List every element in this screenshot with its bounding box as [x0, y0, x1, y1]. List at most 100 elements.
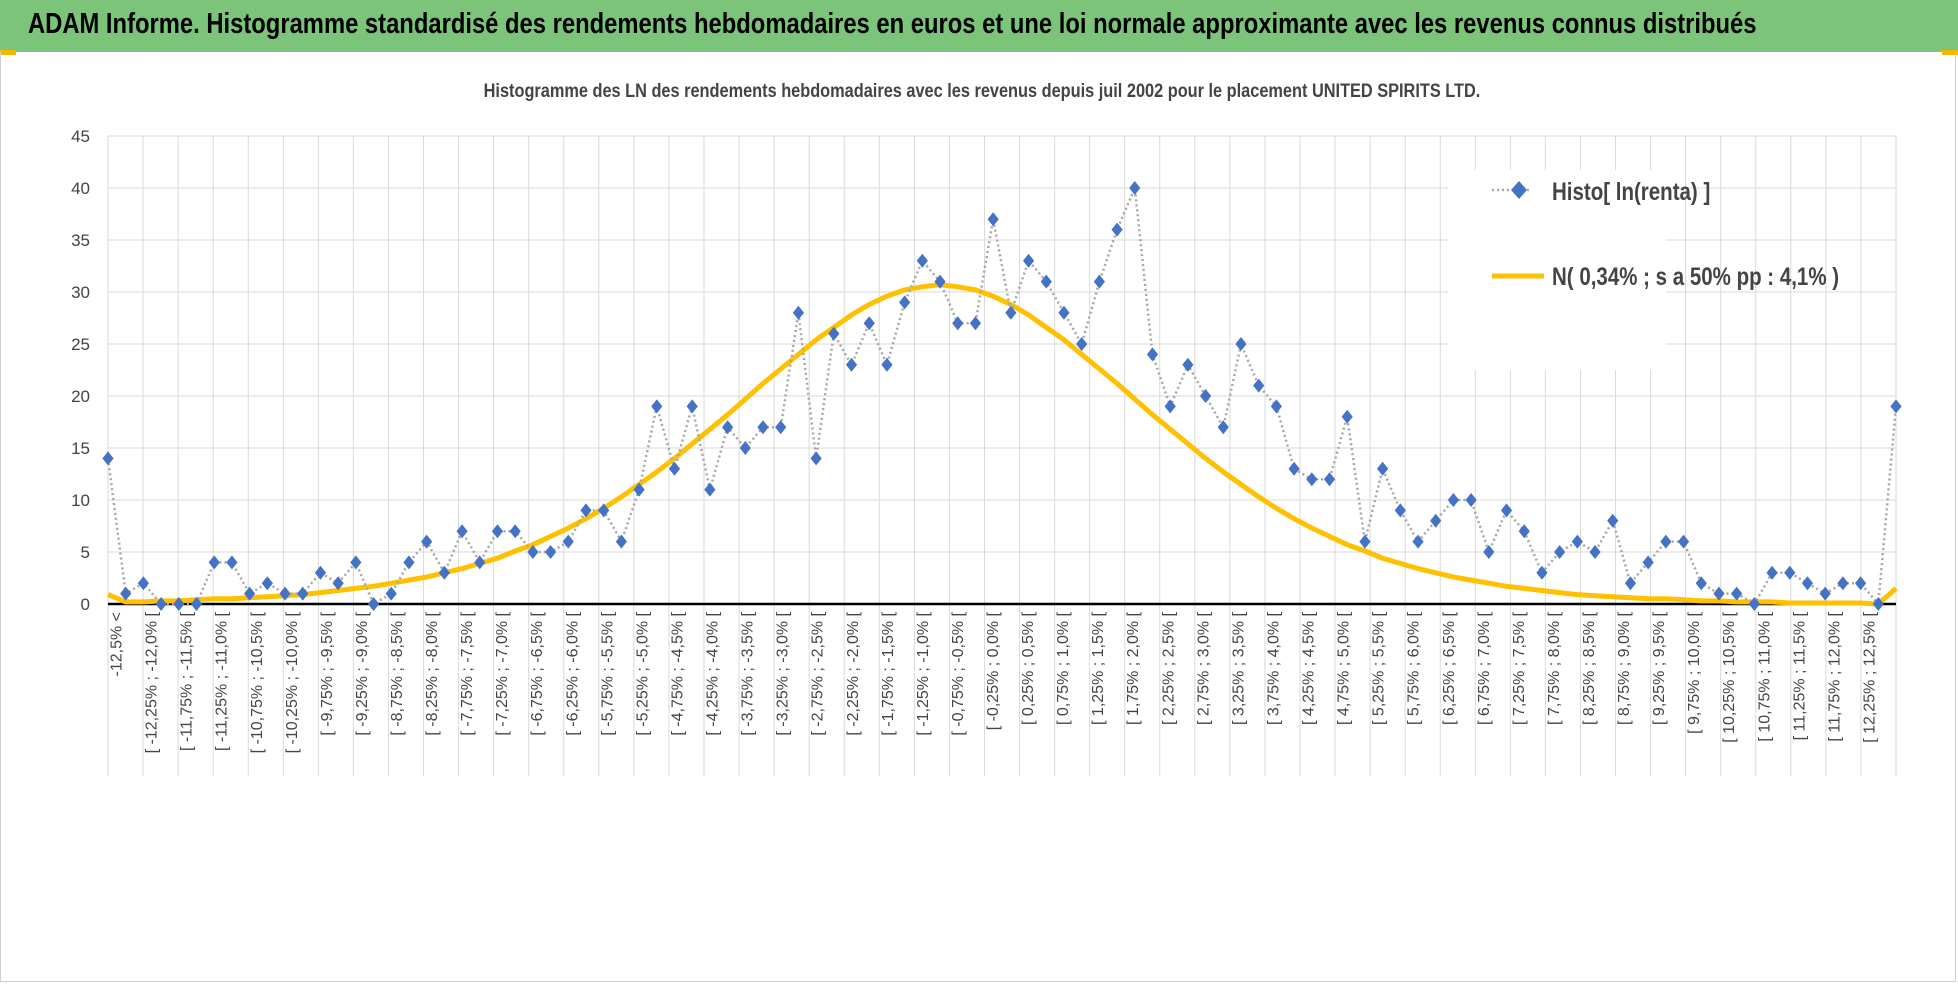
legend-histo-marker — [1511, 181, 1527, 199]
x-tick-label: [ 6,25% ; 6,5% [ — [1441, 611, 1458, 725]
histogram-point — [704, 482, 716, 497]
histogram-point — [1394, 503, 1406, 518]
histogram-point — [1146, 347, 1159, 362]
histogram-point — [1500, 503, 1513, 518]
histogram-point — [1677, 534, 1690, 549]
y-tick-label: 20 — [71, 387, 90, 406]
histogram-point — [1412, 534, 1424, 549]
histogram-point — [1288, 461, 1300, 476]
x-tick-label: [ -6,25% ; -6,0% [ — [564, 611, 581, 735]
x-tick-label: [ 10,25% ; 10,5% [ — [1721, 611, 1738, 742]
histogram-point — [261, 576, 273, 591]
histogram-point — [1624, 576, 1637, 591]
histogram-point — [1483, 545, 1495, 559]
histogram-point — [1253, 378, 1265, 393]
histogram-point — [739, 441, 751, 455]
y-tick-label: 30 — [71, 283, 90, 302]
histogram-point — [120, 586, 132, 601]
legend-histo-label: Histo[ ln(renta) ] — [1552, 177, 1710, 205]
histogram-point — [598, 503, 610, 518]
histogram-point — [1447, 493, 1460, 507]
chart-frame — [0, 52, 1956, 982]
header-banner: ADAM Informe. Histogramme standardisé de… — [0, 0, 1958, 52]
histogram-point — [881, 357, 893, 372]
y-tick-label: 5 — [81, 543, 90, 562]
histogram-point — [1890, 399, 1902, 414]
histogram-point — [226, 555, 238, 570]
y-axis-ticks: 0 5 10 15 20 25 30 35 40 45 — [71, 127, 90, 614]
x-tick-label: [ -1,75% ; -1,5% [ — [880, 611, 897, 735]
y-tick-label: 10 — [71, 491, 90, 510]
x-tick-label: [ 10,75% ; 11,0% [ — [1756, 611, 1773, 741]
legend-background — [1448, 170, 1666, 370]
histogram-point — [969, 316, 982, 331]
x-tick-label: [ -10,75% ; -10,5% [ — [249, 611, 266, 753]
histogram-point — [1589, 545, 1601, 559]
histogram-point — [1005, 305, 1017, 320]
x-tick-label: [ -4,75% ; -4,5% [ — [669, 611, 686, 735]
chart-title: Histogramme des LN des rendements hebdom… — [484, 80, 1481, 101]
histogram-point — [863, 316, 875, 331]
x-tick-label: [ -10,25% ; -10,0% [ — [284, 611, 301, 753]
histogram-point — [1801, 576, 1814, 591]
right-corner-accent — [1942, 50, 1958, 55]
histogram-point — [1093, 274, 1105, 289]
x-axis-ticks: -12,5% < [ -12,25% ; -12,0% [ [ -11,75% ; … — [109, 611, 1879, 753]
histogram-point — [633, 482, 645, 497]
histogram-point — [1748, 597, 1760, 611]
normal-curve-series — [107, 282, 1898, 607]
histogram-point — [722, 420, 734, 435]
histogram-point — [1217, 420, 1229, 435]
x-tick-label: [ 4,75% ; 5,0% [ — [1336, 611, 1353, 725]
y-tick-label: 15 — [71, 439, 90, 458]
histogram-point — [421, 534, 433, 549]
histogram-point — [1377, 461, 1389, 476]
x-tick-label: [ 2,75% ; 3,0% [ — [1195, 611, 1212, 725]
histogram-point — [1306, 472, 1318, 487]
x-tick-label: -12,5% < — [109, 612, 126, 676]
x-tick-label: [ 9,75% ; 10,0% [ — [1686, 611, 1703, 733]
histogram-point — [1607, 513, 1619, 528]
x-tick-label: [ -0,75% ; -0,5% [ — [950, 611, 967, 735]
histogram-point — [1642, 555, 1654, 570]
histogram-point — [792, 305, 805, 320]
histogram-point — [952, 316, 964, 331]
histogram-point — [1731, 586, 1743, 601]
x-tick-label: [ -3,25% ; -3,0% [ — [775, 611, 792, 735]
x-tick-label: [ 3,75% ; 4,0% [ — [1265, 611, 1282, 725]
histogram-point — [456, 524, 468, 539]
histogram-point — [562, 534, 574, 549]
histogram-point — [173, 597, 185, 611]
histogram-point — [332, 576, 344, 591]
x-tick-label: [ -9,25% ; -9,0% [ — [354, 611, 371, 735]
x-tick-label: [ 6,75% ; 7,0% [ — [1476, 611, 1493, 725]
x-tick-label: [ 5,75% ; 6,0% [ — [1406, 611, 1423, 725]
histogram-point — [651, 399, 663, 414]
histogram-point — [1518, 524, 1530, 539]
x-tick-label: [ 0,75% ; 1,0% [ — [1055, 611, 1072, 725]
y-tick-label: 35 — [71, 231, 90, 250]
histogram-point — [1465, 493, 1477, 507]
legend-normal-label: N( 0,34% ; s a 50% pp : 4,1% ) — [1552, 262, 1839, 290]
x-tick-label: [ -5,25% ; -5,0% [ — [634, 611, 651, 735]
x-tick-label: [ 2,25% ; 2,5% [ — [1160, 611, 1177, 725]
x-tick-label: [ -4,25% ; -4,0% [ — [705, 611, 722, 735]
x-tick-label: [ -11,75% ; -11,5% [ — [179, 611, 196, 751]
x-tick-label: [ -0,25% ; 0,0% [ — [985, 611, 1002, 730]
histogram-point — [1554, 545, 1566, 559]
histogram-point — [1341, 409, 1353, 424]
x-tick-label: [ -12,25% ; -12,0% [ — [144, 611, 161, 753]
histogram-point — [244, 586, 256, 601]
histogram-line — [106, 183, 1898, 608]
histogram-point — [615, 534, 627, 549]
histogram-point — [102, 451, 114, 466]
histogram-point — [1784, 565, 1796, 580]
histogram-point — [775, 420, 787, 435]
histogram-point — [934, 274, 946, 289]
histogram-point — [438, 565, 450, 580]
x-tick-label: [ -8,75% ; -8,5% [ — [389, 611, 406, 735]
x-tick-label: [ -5,75% ; -5,5% [ — [599, 611, 616, 735]
histogram-point — [350, 555, 362, 570]
y-tick-label: 0 — [81, 595, 90, 614]
histogram-point — [385, 586, 397, 601]
